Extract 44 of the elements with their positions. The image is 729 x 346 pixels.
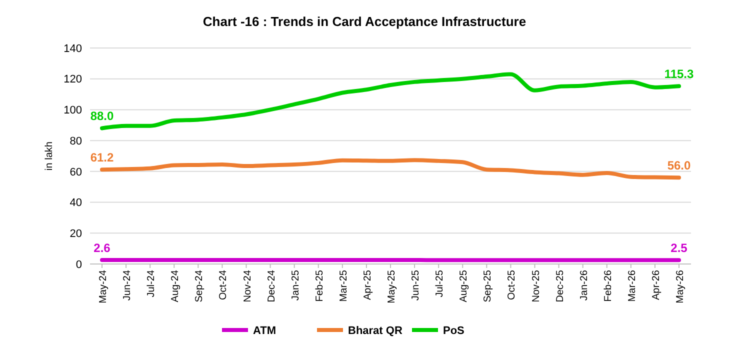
y-tick-label: 0 — [76, 258, 82, 271]
x-tick-label: Nov-24 — [242, 270, 254, 302]
y-tick-label: 140 — [64, 42, 82, 55]
x-tick-label: May-26 — [675, 270, 686, 304]
y-tick-label: 80 — [70, 135, 82, 148]
legend-label: PoS — [443, 325, 464, 337]
legend-label: ATM — [253, 325, 276, 337]
y-tick-label: 40 — [70, 197, 82, 210]
x-tick-label: Dec-24 — [266, 270, 278, 302]
x-tick-label: Jun-25 — [410, 270, 422, 301]
data-label: 2.6 — [94, 240, 111, 255]
x-tick-label: Sep-25 — [482, 270, 494, 302]
x-tick-label: Aug-25 — [458, 270, 470, 302]
y-tick-label: 20 — [70, 228, 82, 240]
x-tick-label: Aug-24 — [170, 270, 182, 302]
x-tick-label: Jul-24 — [146, 270, 158, 298]
y-tick-label: 60 — [70, 166, 82, 178]
y-tick-label: 100 — [64, 104, 82, 117]
x-tick-label: May-24 — [98, 270, 109, 304]
x-tick-label: Nov-25 — [530, 270, 542, 302]
x-tick-label: Sep-24 — [194, 270, 206, 302]
x-tick-label: Mar-25 — [338, 270, 350, 302]
x-tick-label: May-25 — [386, 270, 398, 304]
x-tick-label: Dec-25 — [554, 270, 566, 302]
x-tick-label: Jul-25 — [434, 270, 446, 298]
x-tick-label: Oct-24 — [218, 270, 230, 300]
x-tick-label: Jan-25 — [290, 270, 302, 301]
legend-label: Bharat QR — [348, 325, 402, 337]
x-tick-label: Apr-25 — [362, 270, 374, 300]
chart-title: Chart -16 : Trends in Card Acceptance Infrastructure — [202, 14, 526, 29]
data-label: 2.5 — [670, 241, 688, 256]
y-axis-title: in lakh — [44, 142, 55, 170]
y-tick-label: 120 — [64, 74, 82, 86]
x-tick-label: Jan-26 — [578, 270, 590, 301]
x-tick-label: Feb-25 — [314, 270, 326, 302]
x-tick-label: Mar-26 — [626, 270, 638, 302]
x-tick-label: Oct-25 — [506, 270, 518, 300]
x-tick-label: Apr-26 — [650, 270, 662, 300]
data-label: 61.2 — [90, 150, 114, 165]
data-label: 56.0 — [667, 158, 691, 173]
x-tick-label: Feb-26 — [602, 270, 614, 302]
data-label: 88.0 — [90, 109, 114, 124]
data-label: 115.3 — [664, 67, 694, 82]
x-tick-label: Jun-24 — [122, 270, 134, 301]
